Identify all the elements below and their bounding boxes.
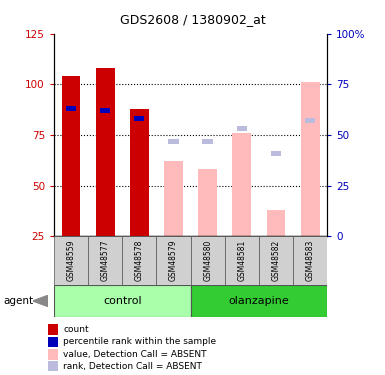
FancyBboxPatch shape: [88, 236, 122, 285]
Text: count: count: [63, 325, 89, 334]
Bar: [48, 349, 58, 360]
Bar: [96, 68, 115, 236]
Text: GSM48582: GSM48582: [271, 240, 281, 281]
Bar: [164, 161, 183, 236]
FancyBboxPatch shape: [259, 236, 293, 285]
Bar: [134, 116, 144, 122]
Bar: [48, 337, 58, 347]
Bar: [48, 324, 58, 335]
Text: GDS2608 / 1380902_at: GDS2608 / 1380902_at: [120, 13, 265, 26]
Text: olanzapine: olanzapine: [229, 296, 289, 306]
Bar: [233, 133, 251, 236]
Text: GSM48580: GSM48580: [203, 240, 212, 281]
Bar: [62, 76, 80, 236]
Text: GSM48583: GSM48583: [306, 240, 315, 281]
FancyBboxPatch shape: [156, 236, 191, 285]
Text: agent: agent: [4, 296, 34, 306]
Bar: [100, 108, 110, 113]
Text: GSM48579: GSM48579: [169, 240, 178, 281]
Text: GSM48581: GSM48581: [237, 240, 246, 281]
Bar: [301, 82, 320, 236]
FancyBboxPatch shape: [191, 236, 225, 285]
FancyBboxPatch shape: [191, 285, 327, 317]
Text: value, Detection Call = ABSENT: value, Detection Call = ABSENT: [63, 350, 207, 358]
Text: control: control: [103, 296, 142, 306]
Bar: [168, 138, 179, 144]
Bar: [203, 138, 213, 144]
Bar: [271, 151, 281, 156]
FancyBboxPatch shape: [225, 236, 259, 285]
Bar: [237, 126, 247, 132]
Text: GSM48577: GSM48577: [100, 240, 110, 281]
Bar: [266, 210, 285, 236]
Bar: [66, 106, 76, 111]
Text: GSM48578: GSM48578: [135, 240, 144, 281]
Polygon shape: [33, 296, 48, 307]
FancyBboxPatch shape: [122, 236, 156, 285]
Text: percentile rank within the sample: percentile rank within the sample: [63, 338, 216, 346]
Bar: [48, 361, 58, 372]
Text: GSM48559: GSM48559: [67, 240, 75, 281]
FancyBboxPatch shape: [54, 236, 88, 285]
FancyBboxPatch shape: [54, 285, 191, 317]
Bar: [305, 118, 315, 123]
Bar: [198, 170, 217, 236]
FancyBboxPatch shape: [293, 236, 327, 285]
Bar: [130, 109, 149, 236]
Text: rank, Detection Call = ABSENT: rank, Detection Call = ABSENT: [63, 362, 202, 371]
